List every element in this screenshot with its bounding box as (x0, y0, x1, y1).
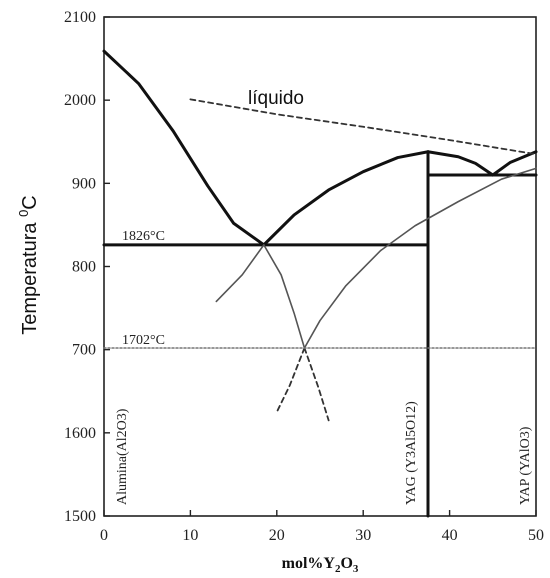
x-tick-label: 30 (355, 527, 371, 544)
y-tick-label: 800 (72, 259, 96, 276)
liquid-label: líquido (248, 88, 304, 109)
y-tick-label: 1500 (64, 508, 96, 525)
y-tick-label: 900 (72, 175, 96, 192)
y-axis-title-superscript: 0 (16, 210, 31, 217)
x-tick-label: 20 (269, 527, 285, 544)
y-axis-title-text: Temperatura (19, 217, 41, 335)
yag-label: YAG (Y3Al5O12) (404, 401, 419, 505)
x-tick-label: 0 (100, 527, 108, 544)
x-tick-label: 50 (528, 527, 544, 544)
y-tick-label: 2100 (64, 9, 96, 26)
y-axis-title-unit: C (19, 195, 41, 209)
y-tick-label: 1600 (64, 425, 96, 442)
yap-label: YAP (YAlO3) (518, 426, 533, 505)
x-tick-label: 10 (182, 527, 198, 544)
eutectic-metastable-label: 1702°C (122, 333, 165, 348)
alumina-label: Alumina(Al2O3) (115, 408, 130, 505)
y-tick-label: 700 (72, 342, 96, 359)
x-tick-label: 40 (442, 527, 458, 544)
eutectic-stable-label: 1826°C (122, 229, 165, 244)
y-tick-label: 2000 (64, 92, 96, 109)
